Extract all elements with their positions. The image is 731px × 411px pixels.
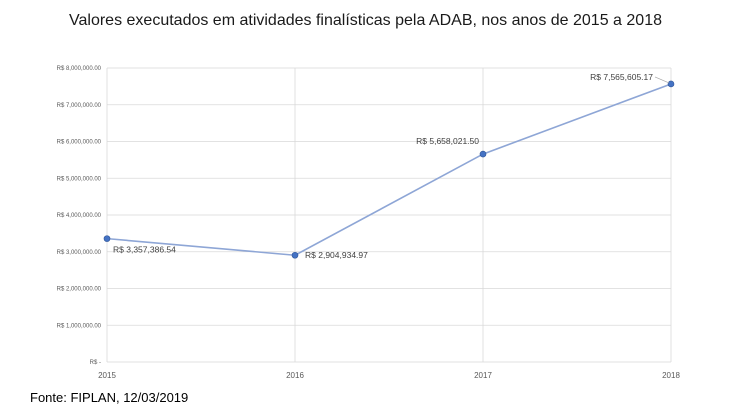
y-tick-label: R$ 1,000,000.00 [57, 323, 102, 329]
x-axis-tick-labels: 2015 2016 2017 2018 [98, 371, 680, 380]
chart-title: Valores executados em atividades finalís… [69, 12, 662, 29]
y-tick-label: R$ 7,000,000.00 [57, 103, 102, 109]
data-point-marker [103, 235, 111, 242]
data-point-marker [291, 251, 299, 259]
y-tick-label: R$ 2,000,000.00 [57, 287, 102, 293]
y-tick-label: R$ 8,000,000.00 [57, 66, 102, 72]
data-label: R$ 3,357,386.54 [113, 245, 176, 255]
x-tick-label: 2017 [474, 371, 492, 380]
x-tick-label: 2016 [286, 371, 304, 380]
y-tick-label: R$ 4,000,000.00 [57, 213, 102, 219]
data-label: R$ 5,658,021.50 [416, 136, 479, 146]
gridlines [106, 67, 672, 363]
y-tick-label: R$ 6,000,000.00 [57, 140, 102, 146]
x-tick-label: 2018 [662, 371, 680, 380]
series-line-path [106, 83, 672, 257]
y-tick-label: R$ 5,000,000.00 [57, 176, 102, 182]
source-note: Fonte: FIPLAN, 12/03/2019 [30, 390, 189, 405]
y-tick-label: R$ 3,000,000.00 [57, 250, 102, 256]
data-label-leader [654, 76, 670, 84]
data-markers [103, 80, 675, 259]
series-line [106, 83, 672, 257]
data-labels: R$ 3,357,386.54 R$ 2,904,934.97 R$ 5,658,0… [113, 72, 670, 260]
x-tick-label: 2015 [98, 371, 116, 380]
y-tick-label: R$ - [90, 360, 101, 366]
data-label: R$ 7,565,605.17 [590, 72, 653, 82]
y-axis-tick-labels: R$ - R$ 1,000,000.00 R$ 2,000,000.00 R$ 3,0… [57, 66, 102, 366]
data-point-marker [667, 80, 675, 88]
data-label: R$ 2,904,934.97 [305, 250, 368, 260]
data-point-marker [479, 150, 487, 158]
